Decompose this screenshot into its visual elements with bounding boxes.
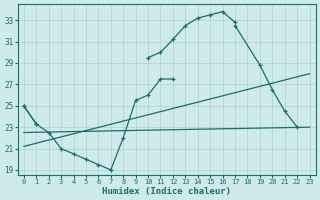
X-axis label: Humidex (Indice chaleur): Humidex (Indice chaleur) (102, 187, 231, 196)
